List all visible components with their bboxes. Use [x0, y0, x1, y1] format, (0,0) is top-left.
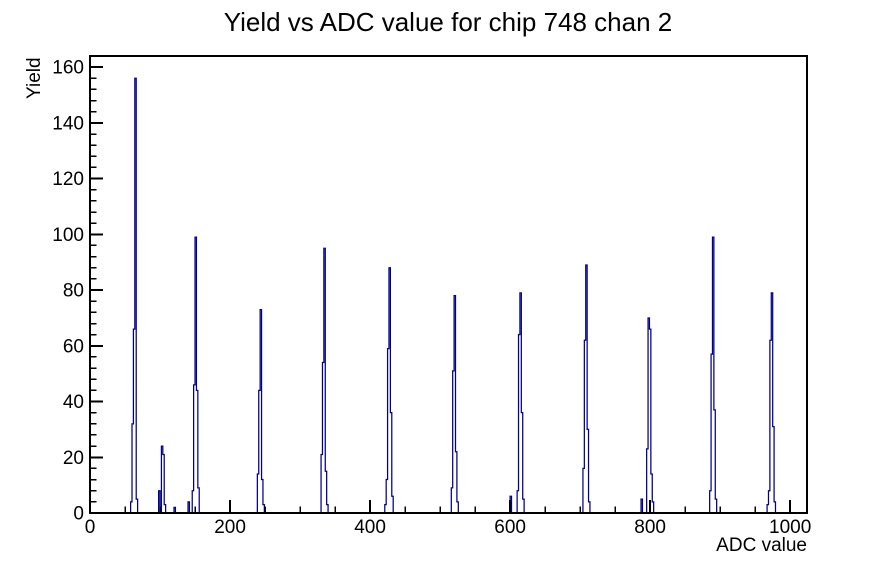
histogram-path: [129, 77, 777, 513]
chart-title: Yield vs ADC value for chip 748 chan 2: [223, 7, 673, 37]
y-tick-label: 60: [63, 336, 84, 357]
axes: [89, 55, 808, 514]
x-tick-label: 400: [354, 517, 386, 538]
y-tick-label: 120: [52, 169, 84, 190]
y-tick-label: 0: [73, 504, 84, 525]
x-tick-label: 0: [85, 517, 96, 538]
y-tick-label: 140: [52, 113, 84, 134]
x-axis-title: ADC value: [716, 535, 807, 556]
tick-labels: 0 200 400 600 800 1000 0 20 40 60 80 100 120 140 160: [52, 58, 811, 538]
x-tick-label: 600: [494, 517, 526, 538]
y-tick-label: 100: [52, 225, 84, 246]
plot-frame: [89, 55, 808, 514]
y-tick-label: 40: [63, 392, 84, 413]
x-tick-label: 1000: [769, 517, 811, 538]
y-tick-label: 160: [52, 58, 84, 79]
histogram-series: [129, 77, 777, 513]
y-tick-label: 20: [63, 448, 84, 469]
x-tick-label: 800: [634, 517, 666, 538]
x-tick-label: 200: [214, 517, 246, 538]
y-tick-label: 80: [63, 281, 84, 302]
y-axis-title: Yield: [24, 57, 45, 99]
